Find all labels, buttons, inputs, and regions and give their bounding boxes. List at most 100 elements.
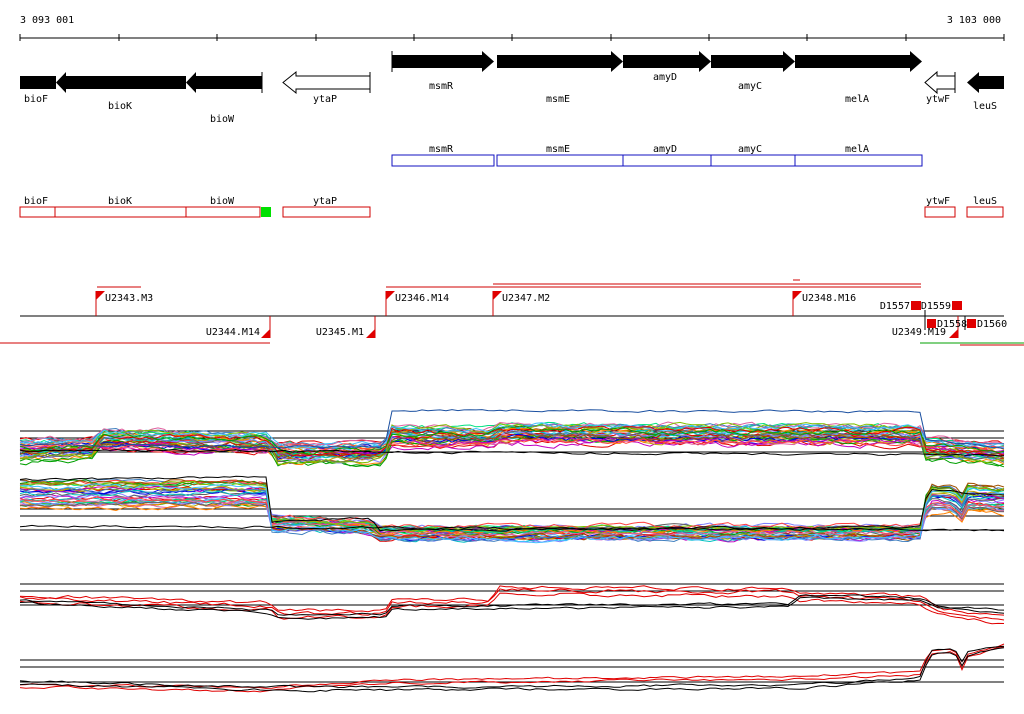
expression-trace — [19, 588, 1005, 621]
cds-box-msmR[interactable] — [391, 154, 495, 167]
expression-trace — [19, 422, 1005, 450]
gene-label: ytaP — [313, 94, 337, 105]
gene-label: bioK — [108, 101, 132, 112]
cds-box-amyD[interactable] — [622, 154, 712, 167]
cds-label: ytwF — [926, 196, 950, 207]
expression-trace — [19, 409, 1005, 450]
marker-label: U2344.M14 — [206, 327, 260, 338]
expression-trace — [19, 479, 1005, 540]
expression-trace — [19, 645, 1005, 689]
marker-label: D1557 — [880, 301, 910, 312]
cds-label: bioW — [210, 196, 235, 207]
cds-box-ytwF[interactable] — [924, 206, 956, 218]
marker-flag-U2346[interactable] — [386, 291, 395, 300]
gene-arrow-msmR[interactable] — [392, 51, 494, 72]
expression-trace — [19, 484, 1005, 541]
gene-label: amyD — [653, 72, 677, 83]
cds-label: ytaP — [313, 196, 337, 207]
cds-box-amyC[interactable] — [710, 154, 796, 167]
cds-box-ytaP[interactable] — [282, 206, 371, 218]
expression-trace — [19, 496, 1005, 530]
expression-trace — [19, 585, 1005, 616]
marker-label: U2347.M2 — [502, 293, 550, 304]
ruler-ticks — [19, 34, 1005, 41]
cds-label: leuS — [973, 196, 997, 207]
cds-label: msmR — [429, 144, 454, 155]
expression-traces — [19, 409, 1005, 468]
gene-label: ytwF — [926, 94, 950, 105]
cds-box-bioW[interactable] — [185, 206, 261, 218]
expression-trace — [19, 647, 1005, 693]
expression-trace — [19, 425, 1005, 455]
marker-label: U2349.M19 — [892, 327, 946, 338]
promoter-marker[interactable] — [261, 207, 271, 217]
expression-panel-4 — [19, 643, 1005, 693]
d-marker-D1559[interactable] — [952, 301, 962, 310]
expression-trace — [19, 440, 1005, 457]
expression-panel-1 — [19, 409, 1005, 468]
gene-arrow-bioW[interactable] — [186, 72, 262, 93]
marker-flag-U2348[interactable] — [793, 291, 802, 300]
expression-trace — [19, 496, 1005, 538]
expression-panel-3 — [19, 583, 1005, 625]
expression-trace — [19, 429, 1005, 465]
gene-arrow-bioK[interactable] — [56, 72, 186, 93]
gene-arrow-ytwF[interactable] — [924, 70, 956, 95]
marker-label: D1558 — [937, 319, 967, 330]
expression-trace — [19, 487, 1005, 543]
expression-trace — [19, 480, 1005, 532]
gene-arrow-ytaP[interactable] — [282, 70, 371, 95]
cds-box-bioK[interactable] — [54, 206, 187, 218]
expression-traces — [19, 643, 1005, 693]
d-marker-D1560[interactable] — [967, 319, 976, 328]
expression-trace — [19, 646, 1005, 693]
gene-label: leuS — [973, 101, 997, 112]
gene-arrow-bioF[interactable] — [20, 76, 56, 89]
expression-traces — [19, 475, 1005, 544]
cds-box-bioF[interactable] — [19, 206, 56, 218]
gene-arrow-msmE[interactable] — [497, 51, 623, 72]
cds-box-melA[interactable] — [794, 154, 923, 167]
marker-flag-U2349[interactable] — [949, 329, 958, 338]
cds-box-msmE[interactable] — [496, 154, 624, 167]
expression-trace — [19, 501, 1005, 531]
marker-flag-U2343[interactable] — [96, 291, 105, 300]
marker-track: U2343.M3 U2346.M14 U2347.M2 U2348.M16 U2… — [0, 279, 1024, 346]
cds-label: melA — [845, 144, 869, 155]
gene-arrow-amyD[interactable] — [623, 51, 711, 72]
blue-cds-track: msmR msmE amyD amyC melA — [391, 144, 923, 167]
gene-arrow-melA[interactable] — [795, 51, 922, 72]
gene-label: amyC — [738, 81, 762, 92]
expression-panel-2 — [19, 475, 1005, 544]
marker-label: U2346.M14 — [395, 293, 449, 304]
expression-trace — [19, 425, 1005, 457]
cds-label: amyC — [738, 144, 762, 155]
marker-flag-U2347[interactable] — [493, 291, 502, 300]
cds-label: msmE — [546, 144, 570, 155]
gene-label: bioW — [210, 114, 235, 125]
expression-trace — [19, 421, 1005, 447]
marker-flag-U2344[interactable] — [261, 329, 270, 338]
gene-label: msmE — [546, 94, 570, 105]
expression-trace — [19, 594, 1005, 616]
expression-trace — [19, 448, 1005, 457]
red-cds-track: bioF bioK bioW ytaP ytwF leuS — [19, 196, 1004, 218]
expression-trace — [19, 425, 1005, 464]
marker-flag-U2345[interactable] — [366, 329, 375, 338]
gene-arrow-amyC[interactable] — [711, 51, 795, 72]
gene-arrow-leuS[interactable] — [967, 72, 1004, 93]
d-marker-D1558[interactable] — [927, 319, 936, 328]
ruler-end-label: 3 103 000 — [947, 15, 1001, 26]
marker-label: D1560 — [977, 319, 1007, 330]
ruler-start-label: 3 093 001 — [20, 15, 74, 26]
coordinate-ruler: 3 093 001 3 103 000 — [19, 15, 1005, 41]
d-marker-D1557[interactable] — [911, 301, 921, 310]
marker-label: D1559 — [921, 301, 951, 312]
expression-trace — [19, 524, 1005, 532]
gene-label: melA — [845, 94, 869, 105]
cds-box-leuS[interactable] — [966, 206, 1004, 218]
cds-label: bioK — [108, 196, 132, 207]
cds-label: bioF — [24, 196, 48, 207]
gene-label: bioF — [24, 94, 48, 105]
